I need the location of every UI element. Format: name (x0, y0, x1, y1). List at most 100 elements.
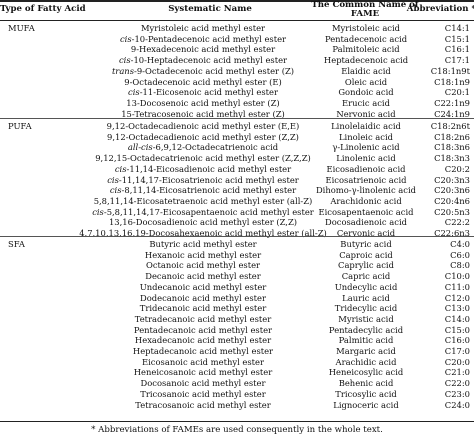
systematic-text: -8,11,14-Eicosatrienoic acid methyl este… (121, 185, 297, 196)
systematic-text: Docosanoic acid methyl ester (140, 378, 266, 389)
common-name: Pentadecenoic acid (324, 33, 408, 44)
abbreviation: C17:1 (444, 55, 470, 66)
table-row: 9-Hexadecenoic acid methyl ester Palmitol… (0, 44, 474, 54)
systematic-text: Tridecanoic acid methyl ester (139, 303, 267, 314)
systematic-text: 5,8,11,14-Eicosatetraenoic acid methyl e… (93, 195, 313, 206)
systematic-name: Tridecanoic acid methyl ester (140, 303, 266, 313)
table-row: cis-11-Eicosenoic acid methyl ester Gondo… (0, 87, 474, 97)
abbreviation: C17:0 (444, 346, 470, 356)
table-row: all-cis-6,9,12-Octadecatrienoic acid γ-Li… (0, 142, 474, 152)
abbreviation: C18:1n9t (430, 65, 470, 76)
table-row: Butyric acid methyl ester Butyric acid C4:… (0, 239, 474, 249)
bottom-rule (0, 421, 474, 423)
abbreviation: C13:0 (444, 303, 470, 314)
table-row: 9-Octadecenoic acid methyl ester (E) Olei… (0, 77, 474, 87)
systematic-name: 9-Octadecenoic acid methyl ester (E) (124, 77, 282, 87)
table-row: Tetracosanoic acid methyl ester Lignoceri… (0, 400, 474, 410)
systematic-name: Undecanoic acid methyl ester (140, 282, 267, 292)
isomer-prefix: all-cis (127, 142, 153, 153)
systematic-text: 15-Tetracosenoic acid methyl ester (Z) (121, 108, 285, 119)
common-name: Lignoceric acid (333, 399, 399, 410)
abbreviation: C20:5n3 (434, 206, 470, 217)
abbreviation: C23:0 (444, 388, 470, 399)
header-common-line1: The Common Name of (311, 0, 419, 10)
header-rule (0, 20, 474, 21)
abbreviation: C14:1 (444, 23, 470, 33)
systematic-name: 15-Tetracosenoic acid methyl ester (Z) (121, 109, 285, 119)
common-name: Tridecylic acid (334, 303, 398, 314)
header-type-label: Type of Fatty Acid (0, 4, 86, 14)
systematic-name: Pentadecanoic acid methyl ester (134, 325, 272, 335)
systematic-name: Docosanoic acid methyl ester (141, 378, 266, 388)
table-row: Heneicosanoic acid methyl ester Heneicosy… (0, 367, 474, 377)
systematic-text: -11,14-Eicosadienoic acid methyl ester (126, 163, 292, 174)
abbreviation: C12:0 (444, 292, 470, 303)
systematic-text: -10-Pentadecenoic acid methyl ester (131, 33, 287, 44)
common-name: Palmitic acid (338, 335, 394, 346)
table-row: cis-8,11,14-Eicosatrienoic acid methyl e… (0, 185, 474, 195)
table-row: cis-5,8,11,14,17-Eicosapentaenoic acid m… (0, 207, 474, 217)
common-name: Eicosatrienoic acid (325, 174, 407, 185)
systematic-name: cis-11,14,17-Eicosatrienoic acid methyl … (107, 175, 299, 185)
systematic-name: all-cis-6,9,12-Octadecatrienoic acid (128, 142, 278, 152)
group-name: SFA (8, 239, 25, 249)
abbreviation: C22:2 (444, 217, 470, 228)
systematic-text: Myristoleic acid methyl ester (140, 23, 266, 33)
systematic-text: Heneicosanoic acid methyl ester (133, 367, 273, 378)
abbreviation: C18:2n6 (434, 131, 470, 142)
systematic-name: Heneicosanoic acid methyl ester (134, 367, 272, 377)
table-row: 5,8,11,14-Eicosatetraenoic acid methyl e… (0, 196, 474, 206)
common-name: Arachidonic acid (330, 195, 402, 206)
table-row: Eicosanoic acid methyl ester Arachidic ac… (0, 357, 474, 367)
systematic-text: -11,14,17-Eicosatrienoic acid methyl est… (118, 174, 299, 185)
abbreviation: C22:0 (444, 378, 470, 389)
header-common-line2: FAME (350, 8, 380, 19)
isomer-prefix: cis (119, 33, 132, 44)
systematic-text: 13,16-Docosadienoic acid methyl ester (Z… (108, 217, 298, 228)
systematic-name: 9,12,15-Octadecatrienoic acid methyl est… (95, 153, 311, 163)
systematic-text: Tetradecanoic acid methyl ester (134, 313, 272, 324)
systematic-name: Myristoleic acid methyl ester (141, 23, 265, 33)
abbreviation: C21:0 (444, 367, 470, 378)
common-name: Eicosapentaenoic acid (318, 206, 414, 217)
isomer-prefix: cis (114, 163, 127, 174)
systematic-text: Tricosanoic acid methyl ester (140, 388, 266, 399)
systematic-text: 4,7,10,13,16,19-Docosahexaenoic acid met… (79, 228, 327, 238)
table-row: 4,7,10,13,16,19-Docosahexaenoic acid met… (0, 228, 474, 238)
abbreviation: C6:0 (450, 249, 470, 260)
systematic-text: -11-Eicosenoic acid methyl ester (139, 87, 278, 98)
abbreviation: C16:0 (444, 335, 470, 346)
table-row: cis-11,14,17-Eicosatrienoic acid methyl … (0, 175, 474, 185)
abbreviation: C24:1n9 (434, 108, 470, 119)
common-name: Linolenic acid (336, 153, 396, 164)
abbreviation: C4:0 (450, 239, 470, 249)
table-row: Myristoleic acid methyl ester Myristoleic… (0, 23, 474, 33)
systematic-text: 9,12-Octadecadienoic acid methyl ester (… (107, 131, 299, 142)
systematic-name: 4,7,10,13,16,19-Docosahexaenoic acid met… (79, 228, 327, 238)
abbreviation: C20:1 (444, 87, 470, 98)
top-rule (0, 0, 474, 2)
group-separator (0, 236, 474, 237)
abbreviation: C20:2 (444, 163, 470, 174)
common-name: Heptadecenoic acid (323, 55, 409, 66)
common-name: Dihomo-γ-linolenic acid (315, 185, 417, 196)
abbreviation: C24:0 (444, 399, 470, 410)
table-row: 9,12-Octadecadienoic acid methyl ester (… (0, 121, 474, 131)
common-name: Docosadienoic acid (325, 217, 407, 228)
systematic-name: trans-9-Octadecenoic acid methyl ester (… (112, 66, 294, 76)
table-row: Tridecanoic acid methyl ester Tridecylic … (0, 303, 474, 313)
systematic-text: 9-Octadecenoic acid methyl ester (E) (124, 76, 282, 87)
table-row: Tricosanoic acid methyl ester Tricosylic … (0, 389, 474, 399)
systematic-name: cis-11-Eicosenoic acid methyl ester (128, 87, 278, 97)
systematic-text: Hexadecanoic acid methyl ester (134, 335, 272, 346)
group-name: PUFA (8, 121, 32, 131)
isomer-prefix: cis (107, 174, 119, 185)
header-systematic-label: Systematic Name (168, 4, 252, 14)
isomer-prefix: cis (118, 55, 131, 66)
table-row: Docosanoic acid methyl ester Behenic acid… (0, 378, 474, 388)
systematic-name: Tricosanoic acid methyl ester (140, 389, 265, 399)
common-name: Butyric acid (340, 239, 392, 249)
systematic-name: 9,12-Octadecadienoic acid methyl ester (… (107, 132, 299, 142)
common-name: Elaidic acid (341, 65, 391, 76)
table-row: 9,12,15-Octadecatrienoic acid methyl est… (0, 153, 474, 163)
